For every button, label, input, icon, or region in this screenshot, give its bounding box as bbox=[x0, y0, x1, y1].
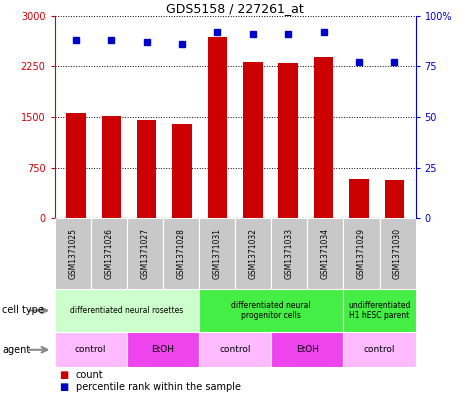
Bar bbox=[199, 289, 343, 332]
Bar bbox=[380, 218, 416, 289]
Text: GSM1371027: GSM1371027 bbox=[141, 228, 149, 279]
Bar bbox=[55, 332, 127, 367]
Bar bbox=[271, 218, 307, 289]
Text: ■: ■ bbox=[59, 369, 68, 380]
Bar bbox=[55, 289, 199, 332]
Bar bbox=[314, 57, 333, 218]
Text: GSM1371026: GSM1371026 bbox=[104, 228, 113, 279]
Bar bbox=[55, 218, 91, 289]
Bar bbox=[172, 124, 192, 218]
Bar bbox=[349, 179, 369, 218]
Bar bbox=[271, 332, 343, 367]
Bar bbox=[199, 332, 271, 367]
Title: GDS5158 / 227261_at: GDS5158 / 227261_at bbox=[166, 2, 304, 15]
Bar bbox=[243, 62, 263, 218]
Text: ■: ■ bbox=[59, 382, 68, 392]
Bar bbox=[102, 116, 121, 218]
Text: EtOH: EtOH bbox=[152, 345, 174, 354]
Bar bbox=[385, 180, 404, 218]
Bar bbox=[137, 119, 156, 218]
Bar bbox=[66, 113, 86, 218]
Text: GSM1371032: GSM1371032 bbox=[249, 228, 257, 279]
Text: undifferentiated
H1 hESC parent: undifferentiated H1 hESC parent bbox=[348, 301, 411, 320]
Bar bbox=[278, 63, 298, 218]
Bar bbox=[127, 218, 163, 289]
Text: EtOH: EtOH bbox=[296, 345, 319, 354]
Text: GSM1371033: GSM1371033 bbox=[285, 228, 294, 279]
Text: GSM1371031: GSM1371031 bbox=[213, 228, 221, 279]
Bar bbox=[343, 289, 416, 332]
Bar bbox=[343, 332, 416, 367]
Bar bbox=[208, 37, 227, 218]
Text: GSM1371025: GSM1371025 bbox=[68, 228, 77, 279]
Text: control: control bbox=[75, 345, 106, 354]
Text: count: count bbox=[76, 369, 104, 380]
Text: percentile rank within the sample: percentile rank within the sample bbox=[76, 382, 241, 392]
Text: GSM1371030: GSM1371030 bbox=[393, 228, 402, 279]
Text: control: control bbox=[219, 345, 251, 354]
Bar bbox=[307, 218, 343, 289]
Bar bbox=[127, 332, 199, 367]
Text: differentiated neural rosettes: differentiated neural rosettes bbox=[70, 306, 183, 315]
Text: GSM1371029: GSM1371029 bbox=[357, 228, 366, 279]
Text: differentiated neural
progenitor cells: differentiated neural progenitor cells bbox=[231, 301, 311, 320]
Text: control: control bbox=[364, 345, 395, 354]
Bar bbox=[343, 218, 380, 289]
Bar bbox=[91, 218, 127, 289]
Bar bbox=[199, 218, 235, 289]
Text: cell type: cell type bbox=[2, 305, 44, 316]
Bar bbox=[235, 218, 271, 289]
Text: agent: agent bbox=[2, 345, 30, 355]
Text: GSM1371034: GSM1371034 bbox=[321, 228, 330, 279]
Bar bbox=[163, 218, 199, 289]
Text: GSM1371028: GSM1371028 bbox=[177, 228, 185, 279]
